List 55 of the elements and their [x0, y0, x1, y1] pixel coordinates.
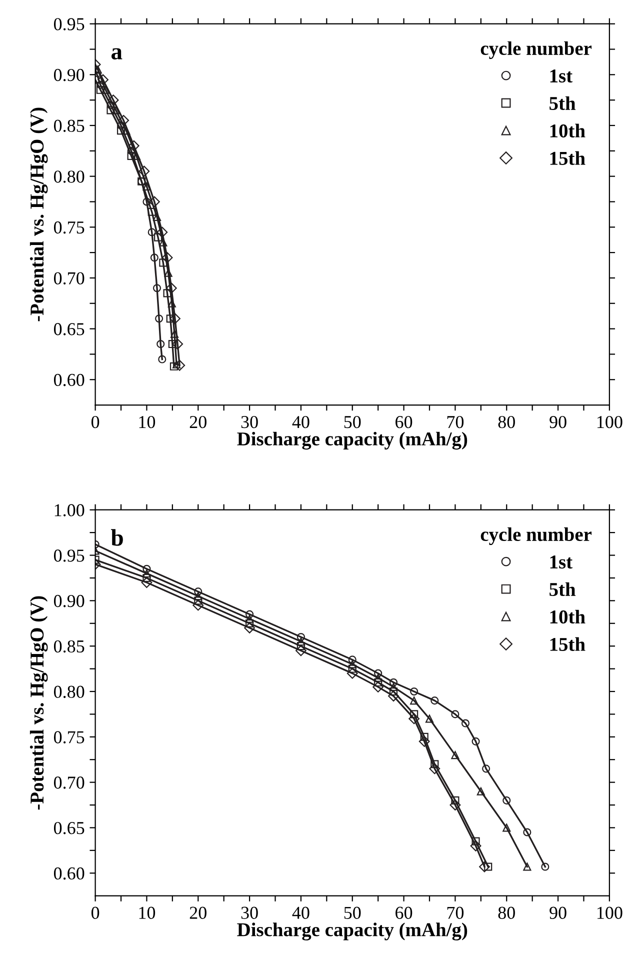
y-tick-label: 0.75 [54, 731, 84, 744]
x-tick-label: 40 [292, 906, 310, 919]
legend-title: cycle number [480, 41, 592, 60]
y-tick-label: 0.80 [54, 686, 84, 698]
x-tick-label: 100 [597, 416, 622, 428]
x-tick-label: 90 [550, 906, 566, 919]
x-tick-label: 10 [139, 416, 156, 428]
x-tick-label: 40 [292, 416, 310, 428]
y-tick-label: 0.75 [54, 221, 84, 234]
y-tick-label: 0.95 [54, 550, 84, 562]
y-tick-label: 0.70 [54, 776, 84, 789]
x-axis-title: Discharge capacity (mAh/g) [237, 922, 468, 940]
x-tick-label: 30 [241, 416, 258, 428]
y-tick-label: 0.95 [54, 18, 84, 30]
y-tick-label: 0.60 [54, 867, 84, 880]
x-tick-label: 60 [396, 416, 412, 428]
x-tick-label: 50 [344, 416, 361, 428]
legend-label: 10th [550, 124, 586, 138]
legend-label: 1st [550, 556, 572, 569]
x-tick-label: 70 [447, 416, 464, 428]
y-tick-label: 0.65 [54, 822, 84, 834]
x-tick-label: 70 [447, 906, 464, 919]
legend-title: cycle number [480, 527, 592, 546]
x-axis-title: Discharge capacity (mAh/g) [237, 432, 468, 450]
y-tick-label: 0.65 [54, 323, 84, 336]
y-tick-label: 0.85 [54, 640, 84, 653]
y-tick-label: 0.90 [54, 594, 84, 608]
y-tick-label: 0.85 [54, 120, 84, 132]
x-tick-label: 90 [550, 416, 566, 428]
annotation: a [111, 48, 122, 60]
x-tick-label: 30 [241, 906, 258, 919]
legend-label: 5th [550, 582, 576, 596]
x-tick-label: 0 [91, 906, 100, 919]
x-tick-label: 80 [498, 906, 515, 919]
x-tick-label: 0 [91, 416, 100, 428]
x-tick-label: 20 [190, 906, 206, 919]
legend-label: 15th [550, 637, 586, 651]
y-tick-label: 0.90 [54, 68, 84, 82]
y-axis-title: -Potential vs. Hg/HgO (V) [30, 108, 48, 322]
x-tick-label: 10 [139, 906, 156, 919]
x-tick-label: 60 [396, 906, 412, 919]
annotation: b [111, 529, 123, 546]
x-tick-label: 100 [597, 906, 622, 919]
y-tick-label: 1.00 [54, 504, 84, 516]
x-tick-label: 50 [344, 906, 361, 919]
y-tick-label: 0.80 [54, 170, 84, 183]
legend-label: 10th [550, 610, 586, 624]
legend-label: 15th [550, 151, 586, 165]
legend-label: 5th [550, 96, 576, 110]
x-tick-label: 20 [190, 416, 206, 428]
y-tick-label: 0.70 [54, 272, 84, 284]
x-tick-label: 80 [498, 416, 515, 428]
legend-label: 1st [550, 70, 572, 83]
y-axis-title: -Potential vs. Hg/HgO (V) [30, 596, 48, 810]
y-tick-label: 0.60 [54, 374, 84, 386]
